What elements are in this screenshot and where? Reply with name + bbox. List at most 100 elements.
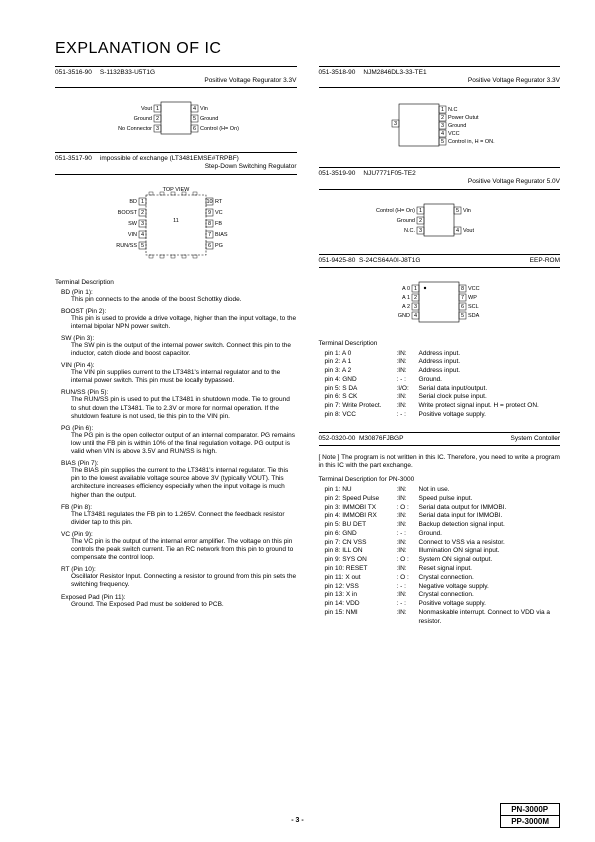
pin-func: Illumination ON signal input.: [419, 547, 561, 556]
pin-label: RUN/SS (Pin 5):: [61, 389, 297, 396]
pin-dir: : - :: [397, 376, 419, 385]
svg-text:6: 6: [193, 126, 196, 132]
pin-row: pin 5: BU DET:IN:Backup detection signal…: [325, 521, 561, 530]
svg-text:8: 8: [208, 221, 211, 227]
pin-name: pin 2: Speed Pulse: [325, 495, 397, 504]
svg-text:1: 1: [156, 106, 159, 112]
desc: Step-Down Switching Regulator: [55, 163, 297, 171]
svg-text:3: 3: [419, 228, 422, 234]
model: PN-3000P: [501, 804, 559, 816]
pin-label: BOOST (Pin 2):: [61, 308, 297, 315]
code: 051-3516-90: [55, 69, 92, 77]
terminal-desc-title: Terminal Description: [55, 279, 297, 286]
svg-text:GND: GND: [398, 313, 410, 319]
svg-text:A 0: A 0: [402, 286, 410, 292]
desc: Positive Voltage Regurator 3.3V: [55, 77, 297, 85]
code: 051-9425-80: [319, 257, 356, 264]
pin-func: Crystal connection.: [419, 574, 561, 583]
svg-text:Vout: Vout: [463, 228, 474, 234]
pin-name: pin 7: Write Protect.: [325, 402, 397, 411]
pin-desc: SW (Pin 3):The SW pin is the output of t…: [61, 335, 297, 358]
pin-dir: : - :: [397, 411, 419, 420]
pin-func: System ON signal output.: [419, 556, 561, 565]
svg-text:3: 3: [141, 221, 144, 227]
terminal-desc-title: Terminal Description for PN-3000: [319, 476, 561, 483]
pin-dir: :IN:: [397, 402, 419, 411]
svg-text:11: 11: [173, 218, 179, 224]
svg-text:Ground: Ground: [397, 218, 415, 224]
pin-row: pin 12: VSS: - :Negative voltage supply.: [325, 583, 561, 592]
pin-dir: : - :: [397, 583, 419, 592]
pin-desc: RUN/SS (Pin 5):The RUN/SS pin is used to…: [61, 389, 297, 420]
pin-name: pin 4: IMMOBI RX: [325, 512, 397, 521]
svg-text:6: 6: [208, 243, 211, 249]
pin-name: pin 2: A 1: [325, 358, 397, 367]
svg-text:Control in, H = ON.: Control in, H = ON.: [448, 139, 495, 145]
pin-row: pin 3: A 2:IN:Address input.: [325, 367, 561, 376]
svg-text:Vout: Vout: [141, 106, 152, 112]
pin-func: Backup detection signal input.: [419, 521, 561, 530]
pin-label: PG (Pin 6):: [61, 425, 297, 432]
pin-row: pin 4: IMMOBI RX:IN:Serial data input fo…: [325, 512, 561, 521]
pin-row: pin 10: RESET:IN:Reset signal input.: [325, 565, 561, 574]
pin-dir: :IN:: [397, 539, 419, 548]
pin-row: pin 14: VDD: - :Positive voltage supply.: [325, 600, 561, 609]
pin-row: pin 3: IMMOBI TX: O :Serial data output …: [325, 504, 561, 513]
pin-dir: :IN:: [397, 358, 419, 367]
svg-text:RT: RT: [215, 199, 223, 205]
svg-text:5: 5: [461, 313, 464, 319]
svg-text:1: 1: [419, 208, 422, 214]
part: S-1132B33-U5T1G: [100, 69, 155, 77]
pin-desc: VIN (Pin 4):The VIN pin supplies current…: [61, 362, 297, 385]
pin-name: pin 12: VSS: [325, 583, 397, 592]
svg-text:SDA: SDA: [468, 313, 480, 319]
pin-body: This pin is used to provide a drive volt…: [71, 315, 297, 331]
svg-text:BD: BD: [129, 199, 137, 205]
svg-text:Vin: Vin: [463, 208, 471, 214]
pin-body: The PG pin is the open collector output …: [71, 432, 297, 456]
svg-text:5: 5: [193, 116, 196, 122]
svg-text:2: 2: [156, 116, 159, 122]
pin-dir: : O :: [397, 574, 419, 583]
pin-func: Ground.: [419, 530, 561, 539]
pin-dir: :IN:: [397, 393, 419, 402]
svg-text:N.C: N.C: [448, 107, 458, 113]
pin-body: The LT3481 regulates the FB pin to 1.265…: [71, 511, 297, 527]
pin-label: VIN (Pin 4):: [61, 362, 297, 369]
svg-text:2: 2: [141, 210, 144, 216]
svg-text:6: 6: [461, 304, 464, 310]
svg-text:9: 9: [208, 210, 211, 216]
tag: EEP-ROM: [530, 257, 560, 265]
model-box: PN-3000P PP-3000M: [500, 803, 560, 828]
pin-desc: Exposed Pad (Pin 11):Ground. The Exposed…: [61, 594, 297, 609]
pin-row: pin 9: SYS ON: O :System ON signal outpu…: [325, 556, 561, 565]
pin-func: Serial clock pulse input.: [419, 393, 561, 402]
pin-row: pin 2: A 1:IN:Address input.: [325, 358, 561, 367]
pin-name: pin 15: NMI: [325, 609, 397, 627]
svg-text:2: 2: [414, 295, 417, 301]
pin-name: pin 5: BU DET: [325, 521, 397, 530]
section-head-1: 051-3516-90 S-1132B33-U5T1G Positive Vol…: [55, 66, 297, 88]
pin-desc: VC (Pin 9):The VC pin is the output of t…: [61, 531, 297, 562]
svg-text:4: 4: [441, 131, 444, 137]
pin-body: The RUN/SS pin is used to put the LT3481…: [71, 396, 297, 420]
code: 051-3518-90: [319, 69, 356, 77]
pin-dir: : O :: [397, 504, 419, 513]
pin-body: Oscillator Resistor Input. Connecting a …: [71, 573, 297, 589]
pin-row: pin 1: A 0:IN:Address input.: [325, 350, 561, 359]
pin-body: The SW pin is the output of the internal…: [71, 342, 297, 358]
svg-text:FB: FB: [215, 221, 222, 227]
pin-body: Ground. The Exposed Pad must be soldered…: [71, 601, 297, 609]
pin-name: pin 6: S CK: [325, 393, 397, 402]
pin-dir: :IN:: [397, 565, 419, 574]
svg-text:VCC: VCC: [468, 286, 480, 292]
pin-dir: : O :: [397, 556, 419, 565]
pin-dir: :IN:: [397, 495, 419, 504]
pin-func: Nonmaskable interrupt. Connect to VDD vi…: [419, 609, 561, 627]
pin-func: Connect to VSS via a resistor.: [419, 539, 561, 548]
svg-text:BOOST: BOOST: [117, 210, 137, 216]
svg-text:1: 1: [141, 199, 144, 205]
svg-text:5: 5: [456, 208, 459, 214]
pin-label: VC (Pin 9):: [61, 531, 297, 538]
diagram-1: 1Vout4Vin2Ground5Ground3No Connector6Con…: [106, 98, 246, 138]
